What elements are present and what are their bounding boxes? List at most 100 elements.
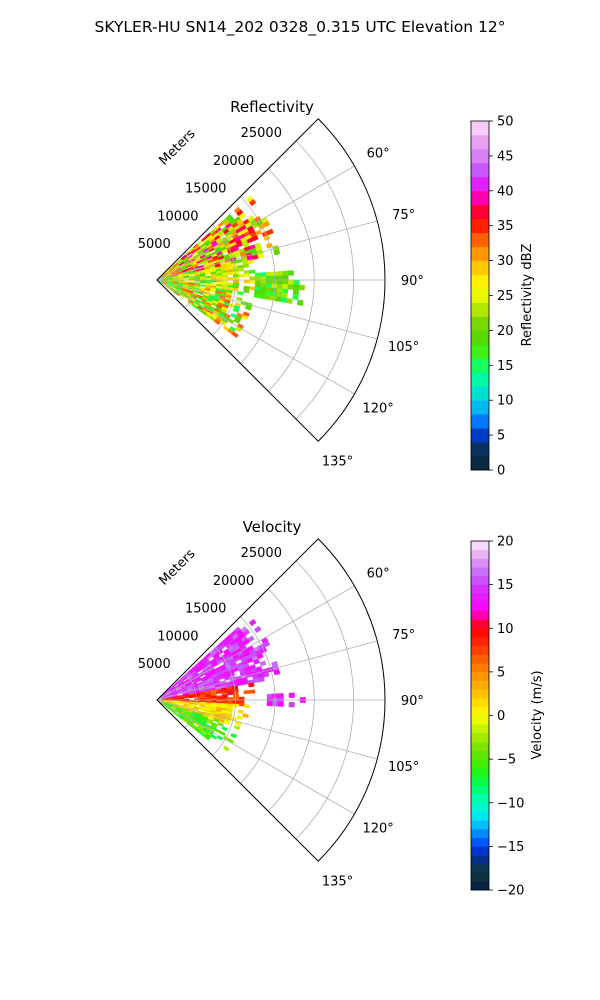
range-tick-label: 20000 xyxy=(213,574,254,589)
echo-cell xyxy=(227,271,234,276)
colorbar-tick-label: 40 xyxy=(497,184,514,199)
colorbar-band xyxy=(471,274,489,289)
colorbar-band xyxy=(471,872,489,882)
reflectivity-axis-labels: 60° 75° 90° 105° 120° 135° 5000 10000 15000 20000… xyxy=(138,126,424,470)
echo-cell xyxy=(277,279,283,285)
echo-cell xyxy=(236,296,243,302)
colorbar-tick-label: −10 xyxy=(497,796,524,811)
colorbar-band xyxy=(471,400,489,415)
colorbar-tick-label: −15 xyxy=(497,840,524,855)
velocity-range-label: Meters xyxy=(157,546,199,588)
echo-cell xyxy=(221,726,228,732)
echo-cell xyxy=(288,702,295,708)
reflectivity-grid xyxy=(156,118,386,442)
echo-cell xyxy=(254,272,261,277)
echo-cell xyxy=(243,690,250,695)
colorbar-tick-label: 20 xyxy=(497,324,514,339)
colorbar-band xyxy=(471,442,489,457)
echo-cell xyxy=(236,258,243,264)
echo-cell xyxy=(288,692,295,698)
colorbar-band xyxy=(471,628,489,638)
echo-cell xyxy=(248,198,257,207)
echo-cell xyxy=(242,263,250,269)
colorbar-band xyxy=(471,246,489,261)
azimuth-spoke xyxy=(156,640,378,701)
colorbar-band xyxy=(471,414,489,429)
velocity-title: Velocity xyxy=(243,518,302,536)
azimuth-spoke xyxy=(156,220,378,281)
colorbar-tick-label: 5 xyxy=(497,665,505,680)
range-tick-label: 25000 xyxy=(241,546,282,561)
echo-cell xyxy=(260,272,267,277)
range-tick-label: 25000 xyxy=(241,126,282,141)
echo-cell xyxy=(259,660,267,667)
colorbar-band xyxy=(471,316,489,331)
echo-cell xyxy=(249,286,256,291)
echo-cell xyxy=(276,283,283,289)
echo-cell xyxy=(219,730,226,737)
colorbar-band xyxy=(471,602,489,612)
echo-cell xyxy=(298,284,305,291)
echo-cell xyxy=(281,288,289,294)
echo-cell xyxy=(210,734,218,740)
colorbar-band xyxy=(471,344,489,359)
echo-cell xyxy=(253,293,260,299)
echo-cell xyxy=(282,279,289,285)
echo-cell xyxy=(249,689,256,694)
velocity-echoes xyxy=(160,618,306,752)
echo-cell xyxy=(230,732,237,739)
colorbar-band xyxy=(471,386,489,401)
echo-cell xyxy=(216,275,223,279)
echo-cell xyxy=(251,235,259,242)
colorbar-band xyxy=(471,820,489,830)
azimuth-tick-label: 120° xyxy=(362,402,393,417)
colorbar-band xyxy=(471,593,489,603)
azimuth-spoke xyxy=(156,699,355,815)
echo-cell xyxy=(223,720,231,726)
colorbar-tick-label: 15 xyxy=(497,578,514,593)
azimuth-tick-label: 75° xyxy=(392,628,415,643)
colorbar-band xyxy=(471,541,489,551)
echo-cell xyxy=(244,305,252,311)
echo-cell xyxy=(238,702,245,707)
colorbar-band xyxy=(471,785,489,795)
colorbar-tick-label: 0 xyxy=(497,709,505,724)
colorbar-band xyxy=(471,302,489,317)
azimuth-tick-label: 135° xyxy=(322,455,353,470)
colorbar-tick-label: 0 xyxy=(497,464,505,479)
colorbar-band xyxy=(471,190,489,206)
azimuth-tick-label: 120° xyxy=(362,822,393,837)
colorbar-tick-label: −20 xyxy=(497,884,524,899)
echo-cell xyxy=(178,293,185,299)
colorbar-band xyxy=(471,610,489,620)
echo-cell xyxy=(265,283,272,289)
echo-cell xyxy=(237,267,245,272)
echo-cell xyxy=(262,220,271,228)
echo-cell xyxy=(213,319,221,326)
echo-cell xyxy=(293,284,300,291)
echo-cell xyxy=(292,289,300,296)
colorbar-tick-label: 15 xyxy=(497,359,514,374)
echo-cell xyxy=(266,228,274,236)
echo-cell xyxy=(255,276,261,281)
echo-cell xyxy=(266,693,273,699)
echo-cell xyxy=(296,299,304,306)
azimuth-spoke xyxy=(156,585,355,701)
echo-cell xyxy=(288,279,295,285)
colorbar-band xyxy=(471,706,489,716)
echo-cell xyxy=(243,273,250,278)
echo-cell xyxy=(238,699,245,704)
colorbar-band xyxy=(471,802,489,812)
range-tick-label: 15000 xyxy=(185,182,226,197)
echo-cell xyxy=(247,635,255,643)
colorbar-band xyxy=(471,811,489,821)
echo-cell xyxy=(242,713,249,718)
echo-cell xyxy=(254,229,263,236)
colorbar-band xyxy=(471,863,489,873)
echo-cell xyxy=(262,640,271,648)
colorbar-tick-label: 35 xyxy=(497,219,514,234)
colorbar-tick-label: 30 xyxy=(497,254,514,269)
echo-cell xyxy=(266,275,272,281)
range-tick-label: 5000 xyxy=(138,657,171,672)
